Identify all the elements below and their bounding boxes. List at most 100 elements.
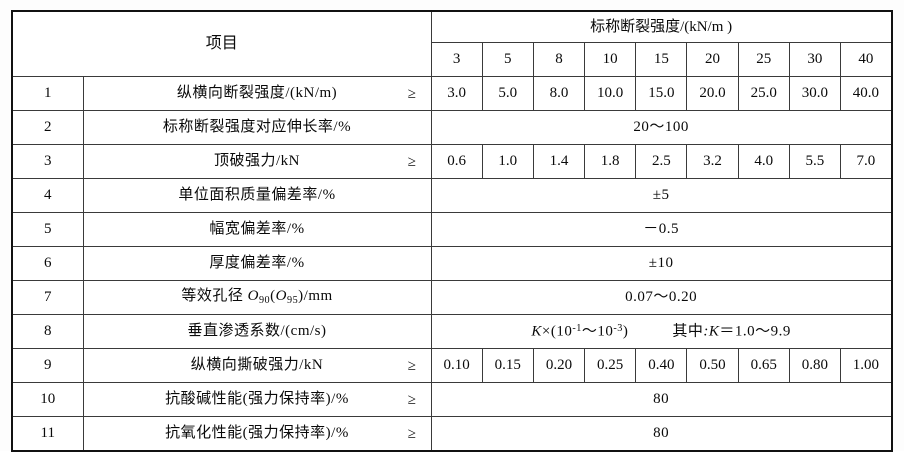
table-row: 4 单位面积质量偏差率/% ±5 [11,178,893,213]
table-row: 2 标称断裂强度对应伸长率/% 20～100 [11,110,893,145]
row-item-cell: 纵横向断裂强度/(kN/m) ≥ [82,76,432,111]
specification-table: 项目 标称断裂强度/(kN/m ) 3 5 8 10 15 20 25 30 4… [11,10,893,452]
table-row: 3 顶破强力/kN ≥0.6 1.0 1.4 1.8 2.5 3.2 4.0 5.5 7.0 [11,144,893,179]
row-value-cell: 0.80 [788,348,842,383]
row-item-cell: 厚度偏差率/% [82,246,432,281]
row-value-cell: 20.0 [686,76,739,111]
row-merged-value-cell: 80 [430,382,893,417]
row-value-cell: 1.00 [840,348,893,383]
row-number-cell: 2 [11,110,84,145]
row-item-cell: 抗酸碱性能(强力保持率)/% ≥ [82,382,432,417]
row-value-cell: 0.25 [584,348,637,383]
header-grade-3: 10 [584,42,637,77]
row-value-cell: 0.10 [430,348,483,383]
row-value-cell: 30.0 [788,76,842,111]
row-value-cell: 4.0 [737,144,790,179]
row-item-cell: 标称断裂强度对应伸长率/% [82,110,432,145]
row-value-cell: 2.5 [635,144,688,179]
table-header: 项目 标称断裂强度/(kN/m ) 3 5 8 10 15 20 25 30 4… [11,10,893,77]
row-item-label: 抗氧化性能(强力保持率)/% [165,425,349,442]
row-merged-value-cell: －0.5 [430,212,893,247]
greater-equal-icon: ≥ [407,153,417,170]
header-row-top: 项目 标称断裂强度/(kN/m ) [11,10,893,77]
row-value-cell: 0.6 [430,144,483,179]
row-item-label: 标称断裂强度对应伸长率/% [162,119,352,136]
row-item-cell: 单位面积质量偏差率/% [82,178,432,213]
row-merged-value-cell: 80 [430,416,893,452]
table-row: 8 垂直渗透系数/(cm/s) K×(10-1～10-3) 其中:K＝1.0～9.9 [11,314,893,349]
row-item-cell: 垂直渗透系数/(cm/s) [82,314,432,349]
row-value-cell: 3.0 [430,76,483,111]
row-item-label: 纵横向断裂强度/(kN/m) [176,85,338,102]
row-item-cell: 等效孔径 O90(O95)/mm [82,280,432,315]
row-number-cell: 10 [11,382,84,417]
row-value-cell: 15.0 [635,76,688,111]
header-grade-7: 30 [788,42,842,77]
row-item-cell: 幅宽偏差率/% [82,212,432,247]
table-row: 11 抗氧化性能(强力保持率)/% ≥80 [11,416,893,452]
greater-equal-icon: ≥ [407,425,417,442]
row-number-cell: 8 [11,314,84,349]
row-item-cell: 抗氧化性能(强力保持率)/% ≥ [82,416,432,452]
row-value-cell: 0.50 [686,348,739,383]
row-value-cell: 8.0 [532,76,586,111]
row-merged-value-cell: 20～100 [430,110,893,145]
row-value-cell: 1.8 [584,144,637,179]
header-grade-2: 8 [532,42,586,77]
row-number-cell: 11 [11,416,84,452]
row-number-cell: 9 [11,348,84,383]
row-item-label: 等效孔径 O90(O95)/mm [181,288,333,307]
row-item-label: 顶破强力/kN [214,153,301,170]
row-value-cell: 10.0 [584,76,637,111]
header-grade-1: 5 [481,42,534,77]
greater-equal-icon: ≥ [407,357,417,374]
row-item-label: 垂直渗透系数/(cm/s) [187,323,327,340]
table-row: 5 幅宽偏差率/% －0.5 [11,212,893,247]
table-row: 6 厚度偏差率/% ±10 [11,246,893,281]
row-value-cell: 5.0 [481,76,534,111]
table-row: 9 纵横向撕破强力/kN ≥0.10 0.15 0.20 0.25 0.40 0.50 0.65… [11,348,893,383]
row-value-cell: 1.0 [481,144,534,179]
row-item-label: 厚度偏差率/% [209,255,305,272]
table-row: 1 纵横向断裂强度/(kN/m) ≥3.0 5.0 8.0 10.0 15.0 20.0 25.… [11,76,893,111]
row-value-cell: 7.0 [840,144,893,179]
row-number-cell: 3 [11,144,84,179]
row-merged-value-cell: ±5 [430,178,893,213]
row-item-label: 抗酸碱性能(强力保持率)/% [165,391,349,408]
table-body: 1 纵横向断裂强度/(kN/m) ≥3.0 5.0 8.0 10.0 15.0 20.0 25.… [11,76,893,452]
row-merged-value-cell: K×(10-1～10-3) 其中:K＝1.0～9.9 [430,314,893,349]
row-item-cell: 纵横向撕破强力/kN ≥ [82,348,432,383]
row-number-cell: 6 [11,246,84,281]
header-grade-0: 3 [430,42,483,77]
row-value-cell: 0.65 [737,348,790,383]
row-value-cell: 25.0 [737,76,790,111]
header-strength-group-label: 标称断裂强度/(kN/m ) [430,10,893,43]
row-item-label: 纵横向撕破强力/kN [190,357,324,374]
row-item-label: 幅宽偏差率/% [209,221,305,238]
row-number-cell: 1 [11,76,84,111]
row-value-cell: 3.2 [686,144,739,179]
header-grade-6: 25 [737,42,790,77]
row-value-cell: 1.4 [532,144,586,179]
table-row: 10 抗酸碱性能(强力保持率)/% ≥80 [11,382,893,417]
header-grade-8: 40 [840,42,893,77]
greater-equal-icon: ≥ [407,85,417,102]
row-number-cell: 7 [11,280,84,315]
header-grade-5: 20 [686,42,739,77]
row-value-cell: 40.0 [840,76,893,111]
table-row: 7 等效孔径 O90(O95)/mm 0.07～0.20 [11,280,893,315]
row-value-cell: 0.20 [532,348,586,383]
row-value-cell: 0.40 [635,348,688,383]
row-merged-value-cell: ±10 [430,246,893,281]
row-number-cell: 4 [11,178,84,213]
greater-equal-icon: ≥ [407,391,417,408]
row-number-cell: 5 [11,212,84,247]
row-merged-value-cell: 0.07～0.20 [430,280,893,315]
header-grade-4: 15 [635,42,688,77]
row-value-cell: 0.15 [481,348,534,383]
row-item-label: 单位面积质量偏差率/% [178,187,336,204]
header-item-label: 项目 [11,10,432,77]
row-value-cell: 5.5 [788,144,842,179]
row-item-cell: 顶破强力/kN ≥ [82,144,432,179]
